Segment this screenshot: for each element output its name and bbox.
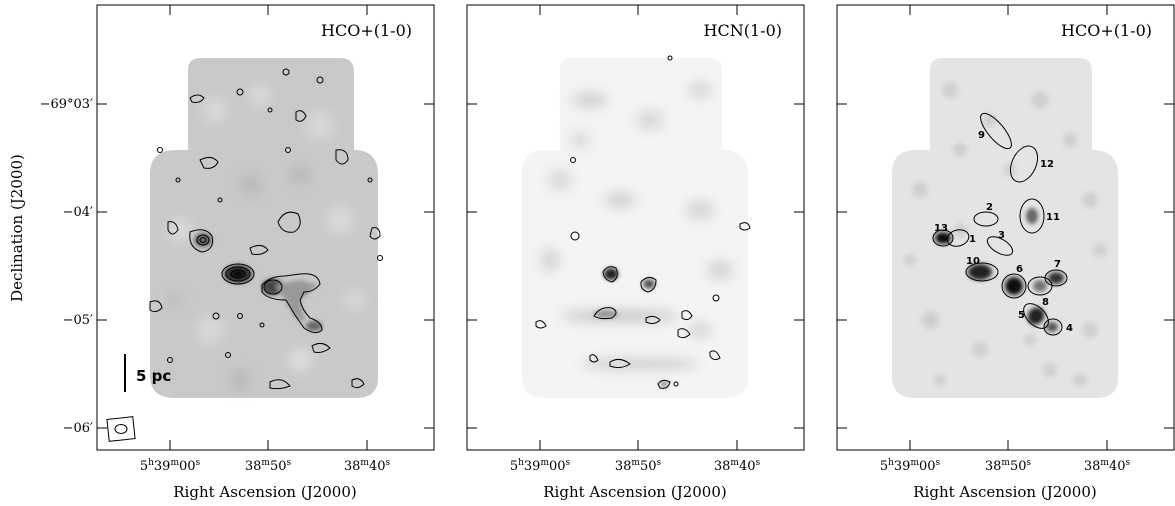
x-tick-label: 38m40s bbox=[344, 458, 391, 474]
panel-1-beam-box bbox=[106, 416, 136, 442]
x-tick-label: 5h39m00s bbox=[880, 458, 941, 474]
panel-3-map-footprint bbox=[892, 58, 1118, 398]
scale-bar-label: 5 pc bbox=[136, 367, 171, 385]
panel-1-x-axis-label: Right Ascension (J2000) bbox=[173, 483, 356, 501]
y-tick-label: −04′ bbox=[63, 205, 93, 220]
panel-2-x-axis-label: Right Ascension (J2000) bbox=[543, 483, 726, 501]
panel-1-emission bbox=[194, 233, 322, 331]
panel-1-beam-ellipse bbox=[114, 424, 128, 434]
panel-2-contours bbox=[535, 55, 751, 389]
clump-label: 13 bbox=[934, 223, 948, 234]
panel-3-title: HCO+(1-0) bbox=[1061, 21, 1152, 40]
panel-3-clump-labels: 1 2 3 4 5 6 7 8 9 10 11 12 13 bbox=[934, 130, 1073, 334]
panel-1-map-footprint bbox=[150, 58, 378, 398]
panel-3-texture bbox=[904, 82, 1107, 387]
clump-label: 4 bbox=[1066, 323, 1073, 334]
panel-2-x-tick-labels: 5h39m00s 38m50s 38m40s bbox=[510, 458, 761, 474]
clump-label: 9 bbox=[978, 130, 985, 141]
x-tick-label: 5h39m00s bbox=[510, 458, 571, 474]
panel-1-ticks bbox=[97, 5, 434, 450]
panel-3-x-tick-labels: 5h39m00s 38m50s 38m40s bbox=[880, 458, 1131, 474]
panel-3: 1 2 3 4 5 6 7 8 9 10 11 12 13 HCO+(1-0) … bbox=[836, 4, 1175, 501]
panel-2-ticks bbox=[467, 5, 804, 450]
clump-label: 7 bbox=[1054, 259, 1061, 270]
x-tick-label: 38m40s bbox=[714, 458, 761, 474]
clump-label: 11 bbox=[1046, 212, 1060, 223]
panel-3-x-axis-label: Right Ascension (J2000) bbox=[913, 483, 1096, 501]
panel-2-title: HCN(1-0) bbox=[704, 21, 782, 40]
panel-1-y-tick-labels: −69°03′ −04′ −05′ −06′ bbox=[40, 97, 93, 436]
y-axis-label: Declination (J2000) bbox=[8, 154, 26, 302]
y-tick-label: −05′ bbox=[63, 313, 93, 328]
panel-3-emission bbox=[935, 208, 1064, 332]
clump-label: 6 bbox=[1016, 264, 1023, 275]
x-tick-label: 38m40s bbox=[1084, 458, 1131, 474]
clump-label: 12 bbox=[1040, 159, 1054, 170]
clump-label: 2 bbox=[986, 202, 993, 213]
y-tick-label: −06′ bbox=[63, 421, 93, 436]
clump-label: 5 bbox=[1018, 310, 1025, 321]
clump-label: 3 bbox=[998, 230, 1005, 241]
panel-2-texture bbox=[540, 82, 734, 370]
panel-1-texture bbox=[166, 85, 365, 390]
clump-label: 10 bbox=[966, 256, 980, 267]
panel-1: 5 pc HCO+(1-0) −69°03′ −04′ −05′ −06′ 5h… bbox=[8, 4, 435, 501]
panel-1-contours bbox=[149, 68, 383, 390]
panel-1-title: HCO+(1-0) bbox=[321, 21, 412, 40]
x-tick-label: 38m50s bbox=[615, 458, 662, 474]
panel-3-clump-ellipses bbox=[932, 112, 1068, 336]
panel-2-emission bbox=[594, 268, 668, 387]
y-tick-label: −69°03′ bbox=[40, 97, 93, 112]
clump-label: 8 bbox=[1042, 297, 1049, 308]
panel-2: HCN(1-0) 5h39m00s 38m50s 38m40s Right Asce… bbox=[466, 4, 805, 501]
panel-1-x-tick-labels: 5h39m00s 38m50s 38m40s bbox=[140, 458, 391, 474]
x-tick-label: 38m50s bbox=[245, 458, 292, 474]
panel-3-ticks bbox=[837, 5, 1174, 450]
x-tick-label: 5h39m00s bbox=[140, 458, 201, 474]
x-tick-label: 38m50s bbox=[985, 458, 1032, 474]
clump-label: 1 bbox=[969, 234, 976, 245]
